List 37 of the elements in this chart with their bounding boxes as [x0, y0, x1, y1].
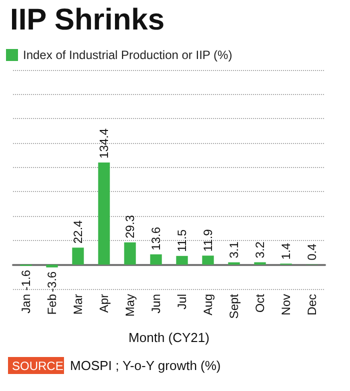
- data-label: 1.4: [279, 242, 293, 260]
- bar: [202, 256, 214, 265]
- data-label: -3.6: [45, 271, 59, 292]
- data-label: 134.4: [97, 128, 111, 158]
- text: SOURCE: [12, 359, 64, 373]
- data-label: 11.5: [175, 229, 189, 252]
- x-tick-label: Sept: [227, 293, 241, 319]
- text: MOSPI ; Y-o-Y growth (%): [70, 358, 221, 373]
- bar: [254, 262, 266, 265]
- data-label: 3.1: [227, 241, 241, 258]
- x-tick-label: May: [123, 294, 137, 317]
- data-label: 3.2: [253, 241, 267, 258]
- legend-label: Index of Industrial Production or IIP (%): [23, 48, 232, 62]
- x-tick-label: Mar: [71, 294, 85, 315]
- x-tick-label: Apr: [97, 294, 111, 313]
- x-tick-label: Jun: [149, 294, 163, 314]
- x-tick-label: Jul: [175, 294, 189, 310]
- data-label: 29.3: [123, 214, 137, 238]
- data-label: 13.6: [149, 226, 163, 250]
- x-tick-label: Jan: [19, 294, 33, 314]
- chart-title: IIP Shrinks: [10, 4, 165, 36]
- x-axis-title: Month (CY21): [128, 330, 210, 345]
- x-tick-label: Aug: [201, 294, 215, 316]
- data-label: 11.9: [201, 228, 215, 252]
- bar: [46, 264, 58, 268]
- bar: [98, 162, 110, 265]
- x-tick-label: Dec: [305, 294, 319, 316]
- data-label: 0.4: [305, 243, 319, 260]
- data-label: -1.6: [19, 270, 33, 291]
- bar: [124, 242, 136, 265]
- bar: [150, 254, 162, 265]
- data-label: 22.4: [71, 220, 85, 244]
- bar: [72, 248, 84, 265]
- x-tick-label: Oct: [253, 293, 267, 313]
- x-tick-label: Nov: [279, 294, 293, 316]
- bar: [176, 256, 188, 265]
- x-tick-label: Feb: [45, 294, 59, 315]
